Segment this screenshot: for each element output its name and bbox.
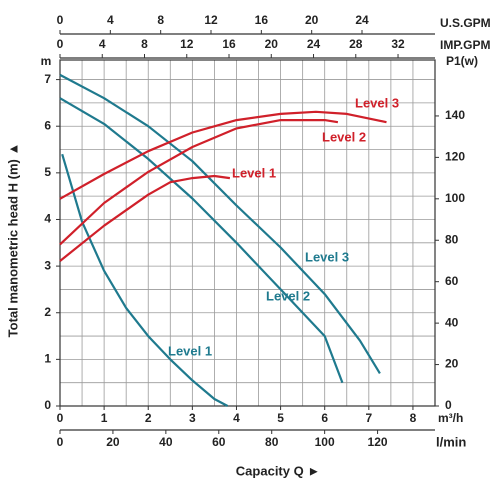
x4-tick-label: 20 [265,37,279,51]
x3-tick-label: 24 [355,13,369,27]
curve-label: Level 3 [355,95,399,110]
x-tick-label: 3 [189,411,196,425]
y-tick-label: 5 [44,165,51,179]
x2-tick-label: 80 [265,435,279,449]
y2-tick-label: 20 [445,357,459,371]
x4-tick-label: 24 [307,37,321,51]
x3-tick-label: 8 [157,13,164,27]
y2-tick-label: 80 [445,232,459,246]
x-tick-label: 8 [410,411,417,425]
x-unit: m³/h [438,411,463,425]
y2-tick-label: 40 [445,315,459,329]
x4-tick-label: 8 [141,37,148,51]
curve [59,119,339,246]
x-tick-label: 4 [233,411,240,425]
curve [59,97,344,384]
y-unit: m [41,54,52,68]
x-tick-label: 1 [101,411,108,425]
y2-tick-label: 60 [445,274,459,288]
curve [59,174,231,262]
x2-tick-label: 100 [315,435,335,449]
x3-tick-label: 4 [107,13,114,27]
y-tick-label: 3 [44,258,51,272]
x3-tick-label: 20 [305,13,319,27]
curve-label: Level 1 [168,343,212,358]
curve-label: Level 1 [232,165,276,180]
x-tick-label: 6 [321,411,328,425]
y2-tick-label: 0 [445,398,452,412]
x-tick-label: 0 [57,411,64,425]
curve [59,110,387,200]
x-axis-label: Capacity Q ► [236,463,320,478]
x3-unit: U.S.GPM [440,16,491,30]
x4-tick-label: 0 [57,37,64,51]
x4-tick-label: 28 [349,37,363,51]
y2-tick-label: 140 [445,108,465,122]
x4-tick-label: 12 [180,37,194,51]
x4-tick-label: 16 [222,37,236,51]
curve [59,73,381,374]
y-tick-label: 4 [44,212,51,226]
x-tick-label: 2 [145,411,152,425]
curve [61,153,229,407]
x2-tick-label: 0 [57,435,64,449]
y2-tick-label: 100 [445,191,465,205]
x2-tick-label: 120 [368,435,388,449]
x2-tick-label: 60 [212,435,226,449]
y-tick-label: 1 [44,352,51,366]
x4-tick-label: 32 [391,37,405,51]
x4-unit: IMP.GPM [440,38,490,52]
plot-frame [59,59,436,407]
y-tick-label: 0 [44,398,51,412]
x2-tick-label: 40 [159,435,173,449]
x4-tick-label: 4 [99,37,106,51]
x2-tick-label: 20 [106,435,120,449]
curve-label: Level 2 [322,129,366,144]
y-tick-label: 6 [44,118,51,132]
y-axis-label: Total manometric head H (m) ▲ [5,143,20,338]
x3-tick-label: 12 [204,13,218,27]
y-tick-label: 2 [44,305,51,319]
y2-tick-label: 120 [445,150,465,164]
x3-tick-label: 0 [57,13,64,27]
x3-tick-label: 16 [255,13,269,27]
x2-unit: l/min [436,434,466,449]
curve-label: Level 2 [266,288,310,303]
x-tick-label: 7 [365,411,372,425]
y-tick-label: 7 [44,72,51,86]
y2-unit: P1(w) [446,54,478,68]
curve-label: Level 3 [305,249,349,264]
x-tick-label: 5 [277,411,284,425]
